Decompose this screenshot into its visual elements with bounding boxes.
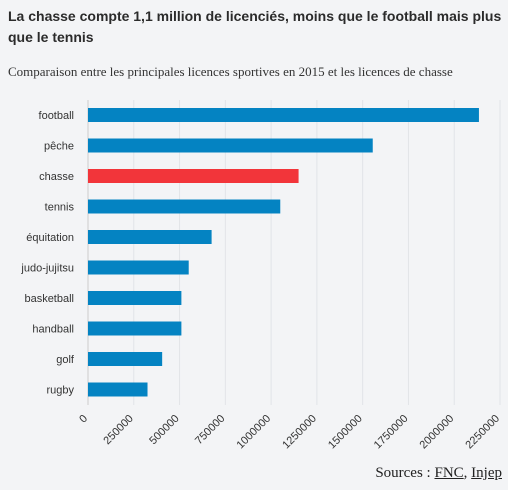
- x-tick-label: 2000000: [418, 413, 457, 452]
- sources-prefix: Sources :: [375, 465, 431, 481]
- bar-football[interactable]: [88, 108, 479, 122]
- category-label: pêche: [44, 141, 74, 153]
- bar-tennis[interactable]: [88, 199, 281, 214]
- sources-footer: Sources : FNC, Injep: [375, 465, 502, 481]
- category-label: équitation: [26, 232, 74, 244]
- category-label: basketball: [24, 293, 74, 305]
- category-label: judo-jujitsu: [20, 263, 74, 275]
- x-tick-label: 1250000: [280, 413, 319, 452]
- x-tick-label: 750000: [193, 413, 227, 447]
- bar-rugby[interactable]: [88, 382, 148, 397]
- bar-judo-jujitsu[interactable]: [88, 260, 189, 275]
- x-tick-label: 500000: [147, 413, 181, 447]
- bar-basketball[interactable]: [88, 291, 182, 305]
- bar-pêche[interactable]: [88, 138, 373, 153]
- category-label: rugby: [46, 385, 74, 397]
- source-link-fnc[interactable]: FNC: [434, 465, 464, 481]
- category-labels: football pêche chasse tennis équitation judo-…: [20, 110, 75, 397]
- x-tick-label: 1500000: [326, 413, 365, 452]
- bar-équitation[interactable]: [88, 230, 212, 244]
- x-axis-ticks: 0 250000 500000 750000 1000000 1250000 1500000…: [77, 413, 502, 452]
- category-label: football: [39, 110, 74, 122]
- category-label: golf: [56, 354, 75, 366]
- source-link-injep[interactable]: Injep: [471, 465, 502, 481]
- category-label: chasse: [39, 171, 74, 183]
- bar-chasse[interactable]: [88, 169, 299, 183]
- x-tick-label: 250000: [101, 413, 135, 447]
- bars: [88, 108, 479, 397]
- bar-handball[interactable]: [88, 321, 182, 336]
- x-tick-label: 0: [77, 413, 90, 426]
- bar-golf[interactable]: [88, 352, 163, 366]
- x-tick-label: 1750000: [372, 413, 411, 452]
- category-label: handball: [32, 324, 74, 336]
- x-tick-label: 1000000: [234, 413, 273, 452]
- chart-subtitle: Comparaison entre les principales licenc…: [8, 64, 453, 79]
- chart-title: La chasse compte 1,1 million de licencié…: [8, 8, 502, 45]
- x-tick-label: 2250000: [463, 413, 502, 452]
- category-label: tennis: [45, 202, 75, 214]
